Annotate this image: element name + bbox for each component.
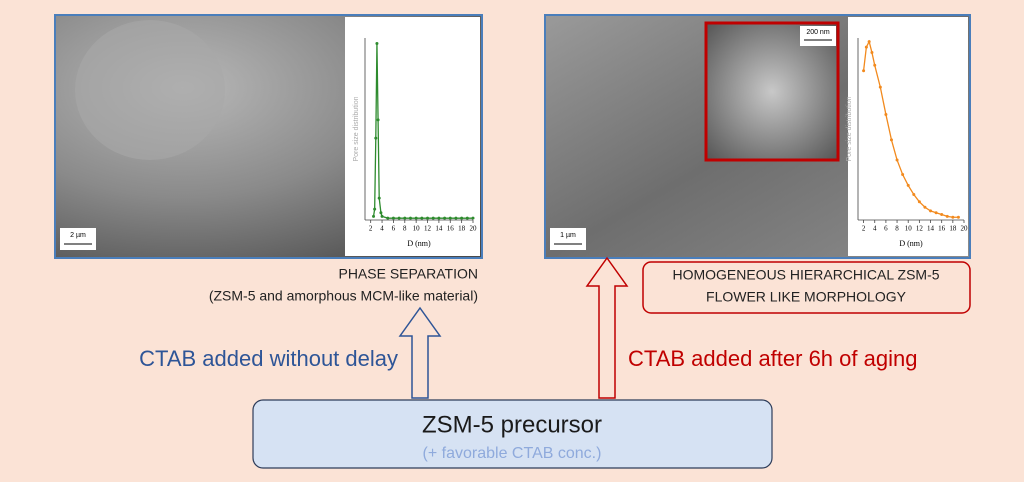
- data-point: [912, 193, 916, 197]
- x-tick-label: 4: [873, 225, 877, 233]
- data-point: [377, 196, 381, 200]
- data-point: [379, 211, 383, 215]
- x-tick-label: 14: [927, 225, 935, 233]
- caption-line: (ZSM-5 and amorphous MCM-like material): [209, 288, 478, 304]
- data-point: [403, 216, 407, 220]
- data-point: [414, 216, 418, 220]
- precursor-title: ZSM-5 precursor: [422, 411, 602, 438]
- x-axis-label: D (nm): [899, 239, 923, 248]
- caption-line: HOMOGENEOUS HIERARCHICAL ZSM-5: [672, 267, 939, 283]
- precursor-subtitle: (+ favorable CTAB conc.): [423, 445, 602, 462]
- y-axis-label: Pore size distribution: [353, 96, 360, 161]
- scale-bar-box: [800, 26, 836, 46]
- x-tick-label: 8: [403, 225, 407, 233]
- data-point: [906, 183, 910, 187]
- data-point: [431, 216, 435, 220]
- data-point: [889, 138, 893, 142]
- data-point: [917, 200, 921, 204]
- x-tick-label: 8: [895, 225, 899, 233]
- data-point: [870, 51, 874, 55]
- data-point: [951, 215, 955, 219]
- data-point: [391, 216, 395, 220]
- data-point: [929, 209, 933, 213]
- x-tick-label: 16: [938, 225, 946, 233]
- data-point: [380, 214, 384, 218]
- data-point: [386, 216, 390, 220]
- x-tick-label: 20: [470, 225, 478, 233]
- x-tick-label: 6: [392, 225, 396, 233]
- data-point: [420, 216, 424, 220]
- y-axis-label: Pore size distribution: [846, 96, 853, 161]
- x-tick-label: 14: [435, 225, 443, 233]
- data-point: [372, 214, 376, 218]
- x-tick-label: 18: [949, 225, 957, 233]
- caption-box: [642, 261, 971, 314]
- data-point: [471, 216, 475, 220]
- data-point: [376, 118, 380, 122]
- data-point: [454, 216, 458, 220]
- arrow-label: CTAB added after 6h of aging: [628, 346, 917, 371]
- x-tick-label: 6: [884, 225, 888, 233]
- data-point: [408, 216, 412, 220]
- chart-panel: [345, 17, 480, 256]
- data-point: [956, 215, 960, 219]
- data-point: [940, 213, 944, 217]
- data-point: [448, 216, 452, 220]
- x-axis-label: D (nm): [407, 239, 431, 248]
- data-point: [862, 69, 866, 73]
- x-tick-label: 10: [905, 225, 913, 233]
- arrow: [398, 306, 442, 399]
- caption-line: FLOWER LIKE MORPHOLOGY: [706, 289, 907, 305]
- data-point: [465, 216, 469, 220]
- sem-particle: [75, 20, 225, 160]
- data-point: [426, 216, 430, 220]
- x-tick-label: 10: [413, 225, 421, 233]
- data-point: [878, 85, 882, 89]
- scale-bar-label: 200 nm: [806, 29, 830, 36]
- data-point: [923, 205, 927, 209]
- data-point: [460, 216, 464, 220]
- data-point: [373, 207, 377, 211]
- precursor-box: [252, 399, 773, 469]
- data-point: [934, 211, 938, 215]
- data-point: [864, 45, 868, 49]
- data-point: [437, 216, 441, 220]
- data-point: [374, 136, 378, 140]
- data-point: [867, 40, 871, 44]
- data-point: [895, 158, 899, 162]
- scale-bar-label: 1 µm: [560, 232, 576, 239]
- x-tick-label: 20: [961, 225, 969, 233]
- caption-line: PHASE SEPARATION: [338, 266, 478, 282]
- x-tick-label: 18: [458, 225, 466, 233]
- data-point: [873, 63, 877, 67]
- data-point: [884, 112, 888, 116]
- x-tick-label: 2: [369, 225, 373, 233]
- data-point: [375, 41, 379, 45]
- scale-bar-label: 2 µm: [70, 232, 86, 239]
- arrow: [585, 256, 629, 399]
- data-point: [945, 214, 949, 218]
- data-point: [901, 173, 905, 176]
- data-point: [443, 216, 447, 220]
- x-tick-label: 12: [916, 225, 924, 233]
- data-point: [397, 216, 401, 220]
- x-tick-label: 4: [380, 225, 384, 233]
- x-tick-label: 16: [447, 225, 455, 233]
- x-tick-label: 2: [862, 225, 866, 233]
- x-tick-label: 12: [424, 225, 432, 233]
- arrow-label: CTAB added without delay: [139, 346, 398, 371]
